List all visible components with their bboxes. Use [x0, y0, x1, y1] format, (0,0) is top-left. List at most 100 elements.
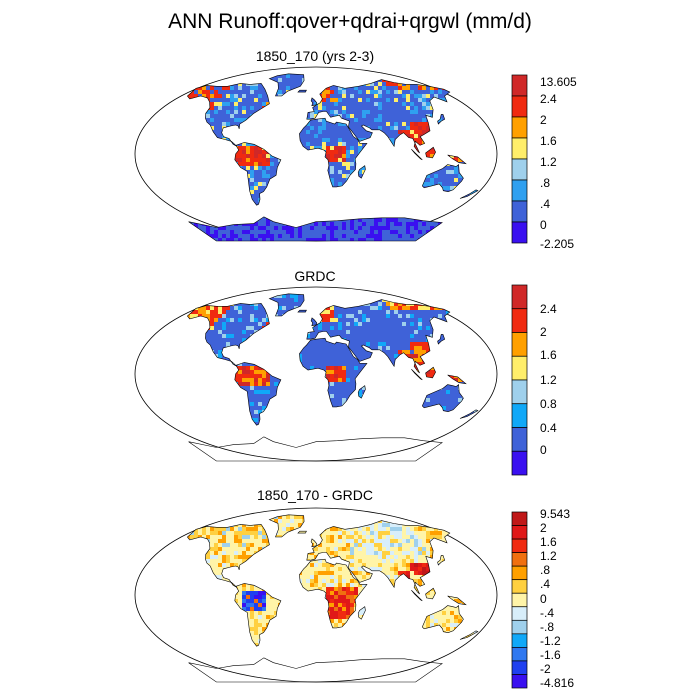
colorbar-swatch — [511, 379, 528, 405]
colorbar-swatch — [511, 511, 528, 526]
colorbar-label: 1.6 — [540, 535, 557, 549]
colorbar-label: -.8 — [540, 620, 555, 634]
colorbar-swatch — [511, 619, 528, 635]
colorbar-swatch — [511, 450, 528, 476]
colorbar-swatch — [511, 284, 528, 310]
colorbar-swatch — [511, 308, 528, 333]
colorbar-swatches — [511, 511, 528, 689]
coastline — [357, 165, 366, 179]
coastline — [437, 334, 446, 345]
panel-3-colorbar: 9.543 2 1.6 1.2 .8 .4 0 -.4 -.8 -1.2 -1.… — [511, 507, 602, 690]
colorbar-swatch — [511, 116, 528, 139]
colorbar-label: 0 — [540, 218, 547, 232]
colorbar-label: .8 — [540, 563, 551, 577]
coastline — [188, 436, 443, 462]
coastline — [437, 555, 446, 566]
colorbar-swatch — [511, 427, 528, 452]
colorbar-swatch — [511, 565, 528, 581]
coastline — [234, 583, 282, 647]
colorbar-label: 2.4 — [540, 302, 557, 316]
colorbar-label: 0 — [540, 443, 547, 457]
colorbar-label: -1.6 — [540, 648, 561, 662]
panel-2-title: GRDC — [294, 268, 336, 284]
colorbar-label: -2 — [540, 662, 551, 676]
colorbar-label: -4.816 — [540, 676, 575, 690]
coastline — [268, 514, 305, 538]
coastline — [297, 89, 307, 93]
coastline — [411, 589, 423, 602]
coastline — [357, 385, 366, 399]
colorbar-swatch — [511, 74, 528, 97]
colorbar-swatch — [511, 633, 528, 648]
colorbar-swatch — [511, 647, 528, 662]
coastline — [188, 657, 443, 683]
colorbar-swatch — [511, 552, 528, 567]
coastline — [234, 362, 282, 426]
coastline — [459, 630, 479, 640]
coastline — [310, 97, 318, 107]
colorbar-label: .4 — [540, 197, 551, 211]
colorbar-label: 2.4 — [540, 92, 557, 106]
colorbar-swatch — [511, 221, 528, 244]
colorbar-label: 0.4 — [540, 421, 557, 435]
coastline — [186, 524, 270, 588]
colorbar-swatch — [511, 674, 528, 689]
page-title: ANN Runoff:qover+qdrai+qrgwl (mm/d) — [168, 10, 532, 33]
colorbar-label: .4 — [540, 577, 551, 591]
colorbar-swatch — [511, 579, 528, 594]
colorbar-swatch — [511, 606, 528, 621]
coastline — [268, 73, 305, 97]
colorbar-label: 1.6 — [540, 134, 557, 148]
colorbar-swatch — [511, 592, 528, 608]
colorbar-label: 2 — [540, 113, 547, 127]
coastline — [186, 83, 270, 147]
coastline — [425, 366, 436, 379]
colorbar-swatch — [511, 660, 528, 675]
colorbar-swatch — [511, 179, 528, 202]
colorbar-swatch — [511, 538, 528, 553]
coastline — [459, 189, 479, 199]
colorbar-swatch — [511, 403, 528, 428]
coastline — [411, 148, 423, 161]
coastline — [425, 587, 436, 600]
panel-2-map — [134, 286, 498, 462]
colorbar-swatch — [511, 158, 528, 181]
coastline — [299, 558, 368, 629]
coastline — [437, 114, 446, 125]
coastline — [188, 216, 443, 242]
colorbar-swatches — [511, 74, 528, 244]
coastline — [447, 595, 467, 606]
colorbar-label: 1.6 — [540, 348, 557, 362]
coastline — [421, 384, 464, 413]
coastline — [186, 303, 270, 367]
coastline — [421, 605, 464, 634]
coastline — [297, 309, 307, 313]
panel-3-title: 1850_170 - GRDC — [257, 487, 373, 503]
coastline — [310, 538, 318, 548]
colorbar-swatch — [511, 355, 528, 381]
colorbar-label: -1.2 — [540, 634, 561, 648]
coastline — [421, 164, 464, 193]
colorbar-swatch — [511, 200, 528, 223]
colorbar-swatch — [511, 525, 528, 540]
panel-2-colorbar: 2.4 2 1.6 1.2 0.8 0.4 0 — [511, 284, 602, 476]
colorbar-swatch — [511, 95, 528, 118]
coastline — [299, 117, 368, 188]
coastline — [447, 374, 467, 385]
coastline — [447, 154, 467, 165]
colorbar-swatches — [511, 284, 528, 476]
coastline — [357, 606, 366, 620]
coastline — [425, 146, 436, 159]
colorbar-label: 2 — [540, 521, 547, 535]
coastline — [306, 520, 451, 595]
colorbar-label: 0 — [540, 592, 547, 606]
colorbar-label: 0.8 — [540, 397, 557, 411]
panel-1-map — [134, 66, 498, 242]
colorbar-label: 13.605 — [540, 75, 577, 89]
panel-1-colorbar: 13.605 2.4 2 1.6 1.2 .8 .4 0 -2.205 — [511, 74, 602, 251]
colorbar-swatch — [511, 332, 528, 357]
colorbar-label: 1.2 — [540, 373, 557, 387]
coastline — [306, 299, 451, 374]
coastline — [306, 79, 451, 154]
colorbar-label: -2.205 — [540, 237, 575, 251]
